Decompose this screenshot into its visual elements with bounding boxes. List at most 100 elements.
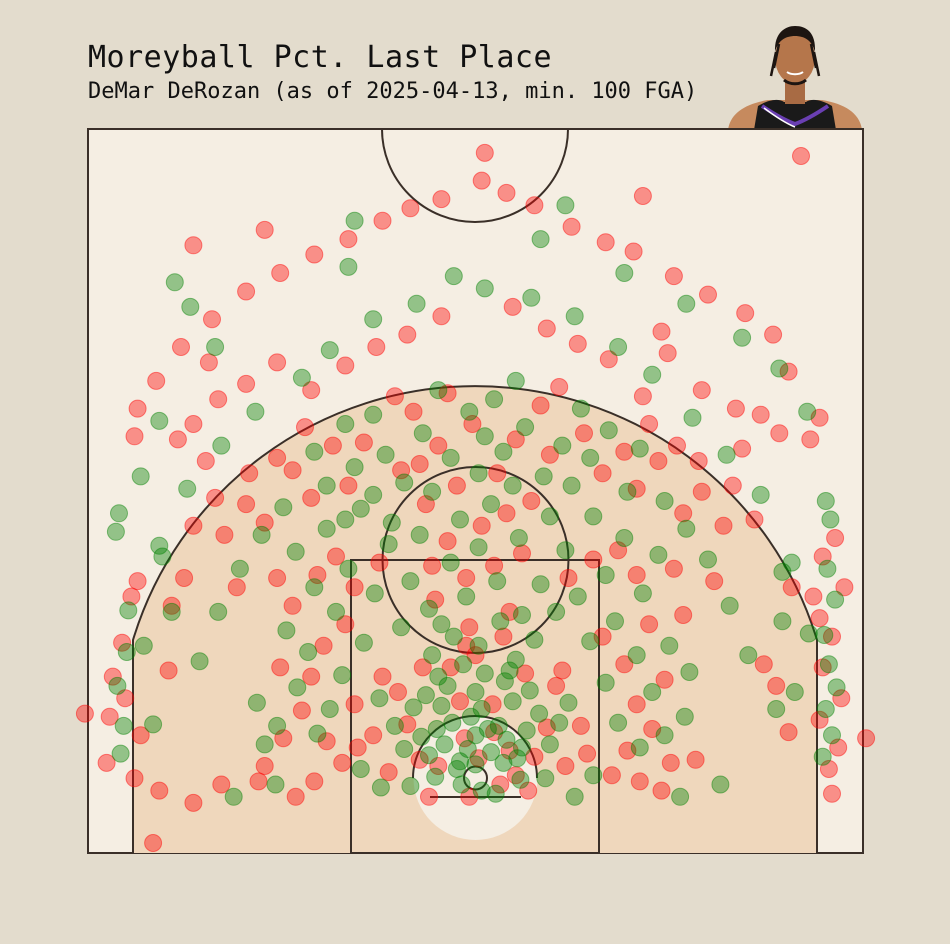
- shot-missed-174: [823, 784, 841, 803]
- shot-made-53: [305, 578, 324, 597]
- shot-made-159: [444, 267, 463, 286]
- shot-missed-57: [692, 482, 711, 501]
- shot-made-55: [317, 519, 336, 538]
- shot-made-162: [212, 436, 231, 455]
- shot-missed-34: [302, 488, 321, 507]
- shot-missed-186: [578, 744, 597, 763]
- shot-missed-106: [296, 418, 314, 437]
- shot-missed-53: [674, 504, 693, 523]
- shot-missed-189: [305, 772, 324, 791]
- shot-made-135: [571, 399, 590, 418]
- shot-made-208: [562, 476, 581, 495]
- shot-missed-202: [144, 834, 163, 852]
- shot-made-13: [508, 749, 527, 768]
- shot-made-44: [320, 700, 339, 718]
- shot-missed-25: [314, 636, 333, 655]
- shot-missed-114: [184, 516, 203, 535]
- shot-made-78: [513, 606, 531, 624]
- shot-missed-158: [401, 199, 420, 218]
- shot-missed-111: [689, 452, 708, 470]
- shot-made-197: [224, 787, 243, 806]
- shot-made-103: [773, 562, 792, 581]
- shot-missed-62: [113, 633, 132, 652]
- shot-missed-156: [373, 211, 392, 230]
- shot-made-17: [494, 753, 513, 772]
- shot-missed-32: [370, 553, 389, 572]
- shot-made-202: [525, 630, 544, 649]
- shot-made-144: [230, 559, 249, 578]
- shot-missed-120: [336, 356, 355, 375]
- shot-missed-116: [196, 452, 215, 470]
- shot-made-171: [206, 338, 225, 356]
- shot-missed-13: [516, 664, 535, 683]
- shot-missed-150: [271, 264, 290, 282]
- shot-missed-11: [466, 646, 485, 665]
- shot-missed-170: [75, 704, 94, 723]
- shot-missed-200: [317, 732, 336, 751]
- shot-missed-70: [819, 760, 838, 778]
- shot-missed-59: [705, 572, 724, 591]
- shot-made-71: [596, 566, 615, 584]
- paint-box: [350, 559, 600, 854]
- shot-made-20: [432, 696, 451, 715]
- shot-made-48: [277, 621, 296, 640]
- shot-missed-109: [668, 436, 686, 455]
- shot-made-90: [813, 747, 832, 766]
- shot-made-161: [683, 408, 702, 427]
- shot-made-45: [288, 678, 307, 697]
- shot-missed-103: [575, 424, 593, 443]
- shot-missed-193: [420, 787, 438, 806]
- shot-missed-74: [813, 658, 832, 677]
- shot-made-206: [540, 507, 559, 526]
- shot-missed-15: [553, 661, 572, 680]
- shot-made-101: [767, 700, 786, 718]
- shot-missed-61: [103, 667, 122, 686]
- shot-missed-124: [398, 325, 417, 344]
- shot-missed-45: [593, 627, 612, 646]
- shot-missed-198: [547, 676, 566, 695]
- shot-made-104: [432, 615, 451, 634]
- shot-made-65: [596, 673, 615, 692]
- shot-missed-178: [249, 772, 268, 791]
- shot-made-109: [469, 538, 488, 557]
- shot-missed-23: [302, 667, 321, 686]
- shot-made-87: [150, 536, 169, 555]
- shot-missed-121: [599, 350, 618, 369]
- shot-missed-39: [227, 578, 246, 597]
- shot-missed-136: [184, 415, 203, 433]
- shot-made-120: [395, 473, 414, 492]
- shot-made-3: [435, 735, 454, 754]
- shot-made-0: [466, 755, 485, 774]
- shot-missed-146: [203, 310, 221, 329]
- shot-made-143: [677, 519, 696, 538]
- shot-made-29: [438, 676, 457, 695]
- shot-missed-29: [268, 569, 287, 587]
- shot-made-148: [190, 652, 209, 671]
- shot-made-129: [506, 371, 525, 390]
- shot-made-122: [376, 445, 395, 464]
- shot-made-203: [392, 618, 411, 637]
- shot-made-154: [364, 310, 383, 329]
- shot-missed-42: [627, 695, 646, 714]
- shot-missed-197: [389, 683, 407, 701]
- shot-missed-159: [525, 196, 544, 215]
- shot-made-24: [395, 740, 414, 758]
- shot-missed-84: [782, 578, 801, 597]
- shot-made-174: [339, 257, 358, 276]
- shot-made-193: [351, 760, 370, 778]
- shot-made-112: [451, 510, 469, 529]
- shot-missed-24: [271, 658, 290, 677]
- shot-made-124: [413, 424, 432, 443]
- shot-made-99: [816, 492, 835, 510]
- shot-made-209: [336, 510, 355, 529]
- shot-made-147: [720, 596, 739, 615]
- shot-made-186: [486, 784, 505, 803]
- free-throw-circle: [381, 466, 570, 654]
- shot-missed-102: [354, 433, 373, 452]
- shot-made-63: [609, 713, 628, 732]
- shot-missed-126: [432, 307, 451, 326]
- shot-missed-47: [674, 606, 693, 624]
- shot-made-8: [443, 713, 462, 732]
- shot-missed-3: [429, 757, 448, 775]
- shot-missed-179: [686, 750, 705, 769]
